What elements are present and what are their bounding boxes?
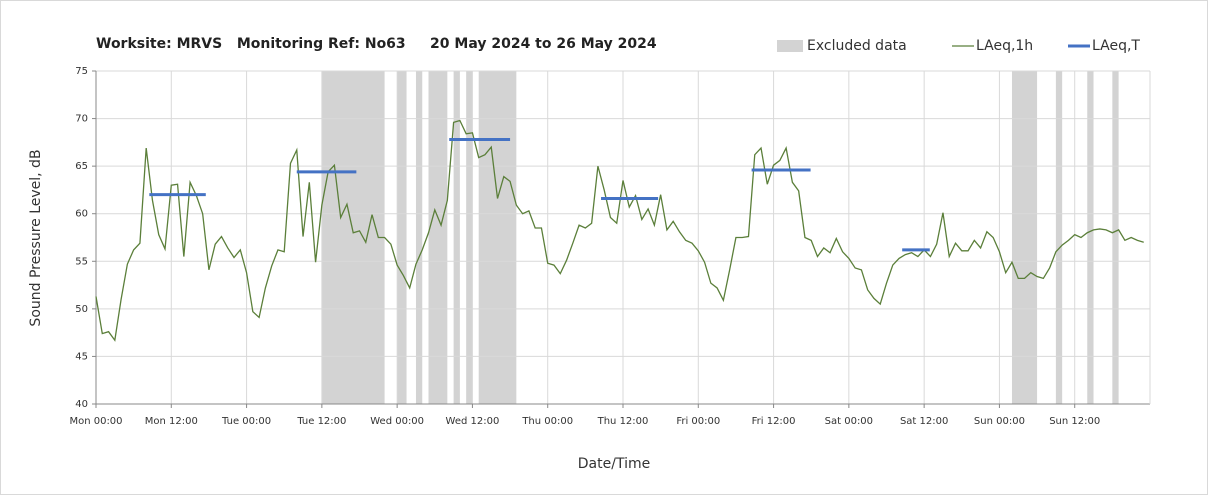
excluded-band: [1055, 71, 1063, 404]
y-tick-label: 40: [75, 399, 88, 410]
excluded-band: [321, 71, 385, 404]
legend-label: LAeq,T: [1092, 38, 1140, 54]
x-tick-label: Wed 00:00: [370, 416, 424, 427]
x-tick-label: Tue 12:00: [296, 416, 346, 427]
x-tick-label: Sat 12:00: [900, 416, 948, 427]
x-tick-label: Fri 00:00: [676, 416, 720, 427]
excluded-band: [428, 71, 448, 404]
data-line: [95, 119, 1144, 342]
x-tick-label: Sun 00:00: [974, 416, 1025, 427]
legend-label: Excluded data: [807, 38, 907, 54]
x-tick-label: Mon 12:00: [145, 416, 198, 427]
x-tick-label: Tue 00:00: [221, 416, 271, 427]
y-tick-label: 55: [75, 256, 88, 267]
excluded-band: [415, 71, 423, 404]
y-axis-title: Sound Pressure Level, dB: [28, 149, 44, 326]
legend-label: LAeq,1h: [976, 38, 1033, 54]
excluded-band: [478, 71, 517, 404]
excluded-band: [1112, 71, 1119, 404]
excluded-band: [1087, 71, 1094, 404]
legend-swatch: [777, 40, 803, 52]
excluded-band: [453, 71, 460, 404]
y-tick-label: 60: [75, 209, 88, 220]
x-tick-label: Thu 12:00: [597, 416, 649, 427]
x-tick-label: Wed 12:00: [446, 416, 500, 427]
y-tick-label: 70: [75, 114, 88, 125]
chart-title: Worksite: MRVS Monitoring Ref: No63 20 M…: [96, 36, 657, 52]
excluded-band: [1011, 71, 1038, 404]
x-tick-label: Sun 12:00: [1049, 416, 1100, 427]
x-axis-title: Date/Time: [578, 456, 650, 472]
x-tick-label: Fri 12:00: [752, 416, 796, 427]
y-tick-label: 65: [75, 161, 88, 172]
x-tick-label: Mon 00:00: [69, 416, 122, 427]
y-tick-label: 45: [75, 351, 88, 362]
excluded-band: [397, 71, 407, 404]
excluded-band: [466, 71, 473, 404]
y-tick-label: 75: [75, 66, 88, 77]
y-tick-label: 50: [75, 304, 88, 315]
x-tick-label: Thu 00:00: [521, 416, 573, 427]
x-tick-label: Sat 00:00: [825, 416, 873, 427]
